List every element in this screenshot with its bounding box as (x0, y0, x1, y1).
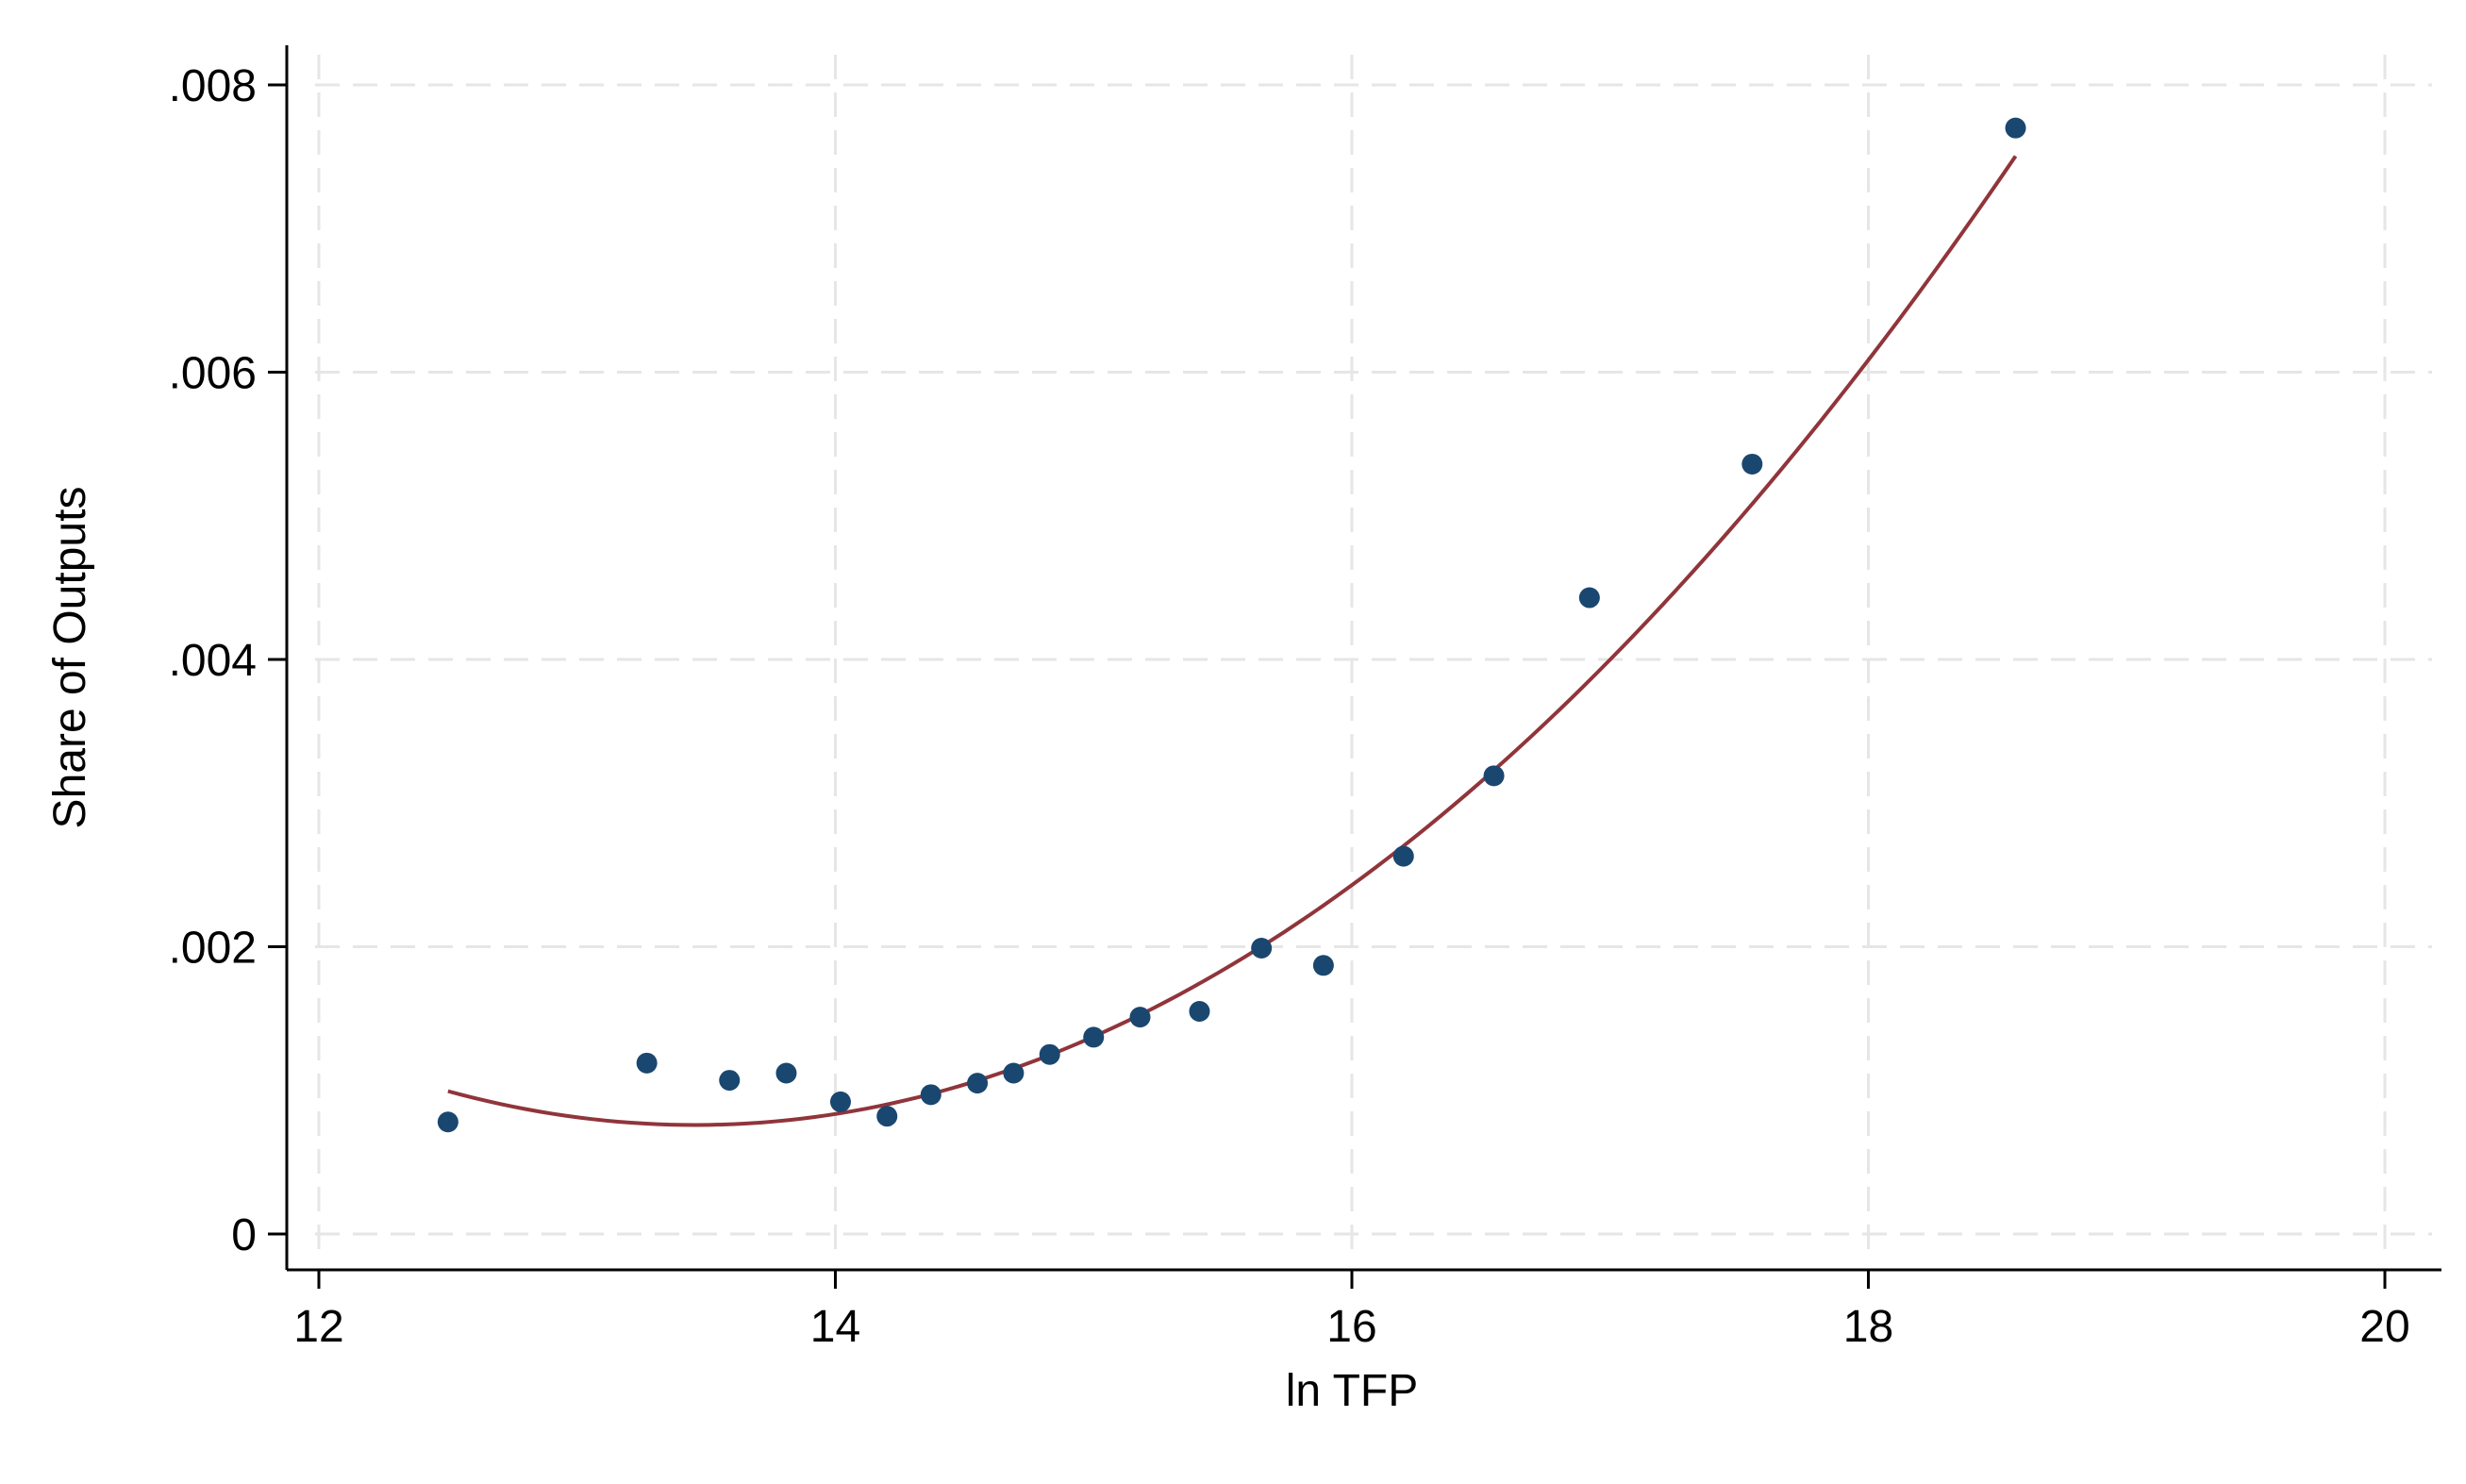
x-tick-label: 16 (1326, 1302, 1376, 1352)
x-tick-label: 12 (293, 1302, 343, 1352)
fit-line-layer (447, 155, 2018, 1127)
data-point (920, 1084, 941, 1106)
gridlines (315, 55, 2432, 1260)
data-point (1741, 453, 1763, 475)
y-tick-label: .008 (169, 61, 257, 111)
data-point (1392, 845, 1414, 867)
y-tick-label: .006 (169, 349, 257, 399)
data-point (775, 1062, 797, 1084)
data-point (1003, 1062, 1025, 1084)
y-tick-label: .002 (169, 924, 257, 974)
data-point (1189, 1001, 1210, 1023)
data-point (1039, 1043, 1060, 1065)
data-point (1251, 938, 1273, 959)
y-tick-label: 0 (231, 1210, 257, 1260)
x-tick-label: 18 (1843, 1302, 1893, 1352)
y-tick-label: .004 (169, 636, 257, 686)
data-point (1312, 955, 1334, 976)
x-axis-label: ln TFP (1286, 1366, 1418, 1416)
data-point (829, 1091, 851, 1112)
data-points (437, 117, 2026, 1133)
axes (285, 45, 2441, 1272)
quadratic-fit-line (447, 155, 2018, 1127)
data-point (1578, 587, 1600, 609)
x-tick-label: 14 (810, 1302, 860, 1352)
data-point (636, 1052, 658, 1074)
x-tick-label: 20 (2359, 1302, 2409, 1352)
data-point (1129, 1007, 1151, 1028)
data-point (1083, 1026, 1105, 1048)
data-point (2005, 117, 2026, 139)
data-point (1483, 765, 1505, 787)
data-point (876, 1106, 898, 1127)
data-point (719, 1070, 741, 1092)
data-point (967, 1073, 989, 1094)
ticks: 12 14 16 18 20 0 .002 .004 .006 .008 (169, 61, 2410, 1352)
y-axis-label: Share of Outputs (45, 487, 95, 829)
data-point (437, 1111, 458, 1133)
